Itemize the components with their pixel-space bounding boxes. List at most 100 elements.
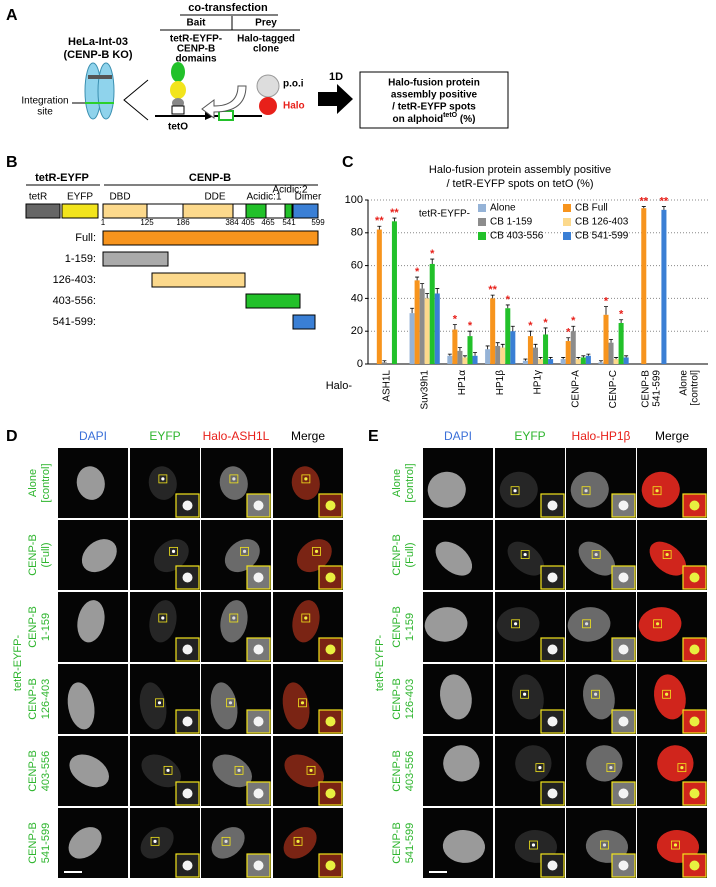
error-bar <box>624 355 629 358</box>
nucleus <box>638 607 682 642</box>
nucleus <box>292 600 320 643</box>
roi-box <box>591 689 601 699</box>
nucleus <box>424 607 468 642</box>
nucleus <box>140 827 174 859</box>
bar <box>447 355 453 364</box>
roi-box <box>520 689 530 699</box>
row-label: Alone <box>391 469 403 497</box>
error-bar <box>447 353 452 356</box>
error-bar <box>462 355 467 358</box>
y-tick-label: 0 <box>357 358 363 370</box>
significance: ** <box>375 215 384 227</box>
bar <box>641 208 647 364</box>
construct-label: 403-556: <box>53 295 96 307</box>
label: on alphoidtetO (%) <box>393 112 476 125</box>
label: Acidic:2 <box>272 185 307 196</box>
row-label: CENP-B <box>27 822 39 864</box>
label: Integration <box>21 96 68 107</box>
bar <box>409 313 415 364</box>
roi-box <box>510 486 520 496</box>
roi-box <box>671 840 680 850</box>
spot <box>161 616 165 620</box>
roi-box <box>535 763 545 773</box>
significance: ** <box>488 284 497 296</box>
bar <box>376 229 382 364</box>
bar <box>548 359 554 364</box>
significance: * <box>468 320 473 332</box>
x-tick-label: [control] <box>689 370 700 406</box>
bar <box>505 308 511 364</box>
label: 1D <box>329 71 343 83</box>
roi-box <box>301 613 311 623</box>
inset-spot <box>618 788 629 799</box>
bar <box>623 357 629 364</box>
y-tick-label: 60 <box>351 260 363 272</box>
error-bar <box>561 357 566 360</box>
significance: * <box>571 315 576 327</box>
y-tick-label: 100 <box>345 194 363 206</box>
label: tetR-EYFP- <box>170 34 222 45</box>
spot <box>655 489 659 493</box>
spot <box>584 489 588 493</box>
spot <box>594 552 598 557</box>
inset-spot <box>325 788 336 799</box>
inset-spot <box>253 644 264 655</box>
roi-box <box>529 840 538 850</box>
inset-spot <box>253 716 264 727</box>
legend-label: CB 403-556 <box>490 231 544 242</box>
bar <box>661 209 667 364</box>
label: / tetR-EYFP spots <box>392 102 476 113</box>
nucleus <box>657 745 694 782</box>
roi-box <box>229 613 239 623</box>
roi-box <box>240 546 249 556</box>
bar <box>485 349 491 364</box>
spot <box>242 549 247 553</box>
error-bar <box>500 343 505 348</box>
inset-spot <box>325 716 336 727</box>
bar <box>532 347 538 364</box>
spot <box>513 622 518 626</box>
domain <box>245 203 267 219</box>
bar <box>598 362 604 364</box>
bar <box>495 345 501 364</box>
spot <box>655 622 660 626</box>
y-tick-label: 20 <box>351 325 363 337</box>
bar <box>560 359 566 364</box>
label: Acidic:1 <box>246 192 281 203</box>
spot <box>166 768 170 772</box>
error-bar <box>468 330 472 337</box>
row-label: 541-599 <box>404 823 416 863</box>
x-tick-label: Suv39h1 <box>419 370 430 410</box>
spot <box>153 839 157 843</box>
bar <box>603 314 609 364</box>
error-bar <box>598 360 603 363</box>
nucleus <box>69 754 109 788</box>
spot <box>300 701 305 705</box>
bar <box>527 336 533 364</box>
error-bar <box>609 339 614 343</box>
position: 599 <box>311 218 325 227</box>
inset-spot <box>547 860 558 871</box>
error-bar <box>410 307 415 314</box>
legend-label: CB 541-599 <box>575 231 629 242</box>
roi-box <box>600 840 609 850</box>
spot <box>665 692 669 696</box>
roi-box <box>306 765 316 775</box>
error-bar <box>566 337 571 342</box>
position: 1 <box>101 218 106 227</box>
spot <box>232 616 236 620</box>
bait-eyfp <box>170 81 186 99</box>
row-label: 126-403 <box>404 679 416 719</box>
error-bar <box>661 206 666 210</box>
panel-a: A co-transfection Bait Prey tetR-EYFP- C… <box>6 2 509 133</box>
x-tick-label: Alone <box>678 370 689 396</box>
significance: * <box>543 317 548 329</box>
inset-spot <box>618 860 629 871</box>
nucleus <box>515 745 552 782</box>
label: Halo-tagged <box>237 34 295 45</box>
roi-box <box>169 546 178 556</box>
label: site <box>37 107 53 118</box>
label: DBD <box>109 192 130 203</box>
bar <box>570 331 576 364</box>
